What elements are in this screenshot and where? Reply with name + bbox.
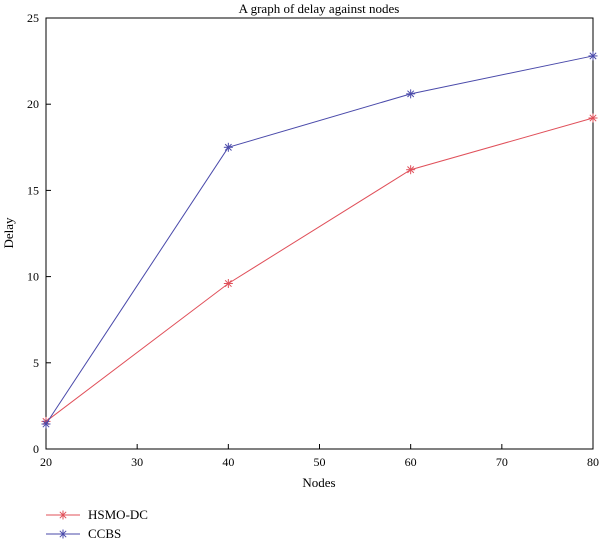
- x-tick-label: 50: [314, 455, 326, 469]
- data-point-ccbs: [588, 51, 598, 61]
- y-tick-label: 25: [27, 11, 39, 25]
- legend: HSMO-DC CCBS: [46, 507, 148, 541]
- y-axis: 0 5 10 15 20 25: [27, 11, 51, 456]
- x-tick-label: 70: [496, 455, 508, 469]
- series-line-ccbs: [45, 55, 594, 425]
- data-point-hsmo-dc: [588, 113, 598, 123]
- x-tick-label: 20: [40, 455, 52, 469]
- y-tick-label: 15: [27, 183, 39, 197]
- series-line-hsmo-dc: [45, 117, 594, 422]
- plot-frame: [45, 17, 594, 450]
- y-tick-label: 0: [33, 442, 39, 456]
- legend-item-ccbs: CCBS: [46, 526, 121, 541]
- chart-title: A graph of delay against nodes: [239, 1, 400, 16]
- data-point-ccbs: [41, 419, 51, 429]
- x-tick-label: 40: [222, 455, 234, 469]
- y-axis-label: Delay: [1, 217, 16, 249]
- legend-marker: [58, 510, 68, 520]
- data-point-ccbs: [223, 142, 233, 152]
- y-tick-label: 20: [27, 97, 39, 111]
- data-point-hsmo-dc: [223, 278, 233, 288]
- legend-marker: [58, 529, 68, 539]
- data-point-hsmo-dc: [406, 165, 416, 175]
- legend-item-hsmo-dc: HSMO-DC: [46, 507, 148, 522]
- y-tick-label: 10: [27, 270, 39, 284]
- y-tick-label: 5: [33, 356, 39, 370]
- series-layer: [41, 51, 598, 429]
- x-tick-label: 30: [131, 455, 143, 469]
- legend-label: HSMO-DC: [88, 507, 148, 522]
- data-point-ccbs: [406, 89, 416, 99]
- x-axis: 20 30 40 50 60 70 80: [40, 444, 599, 469]
- x-tick-label: 60: [405, 455, 417, 469]
- legend-label: CCBS: [88, 526, 121, 541]
- x-tick-label: 80: [587, 455, 599, 469]
- x-axis-label: Nodes: [302, 475, 335, 490]
